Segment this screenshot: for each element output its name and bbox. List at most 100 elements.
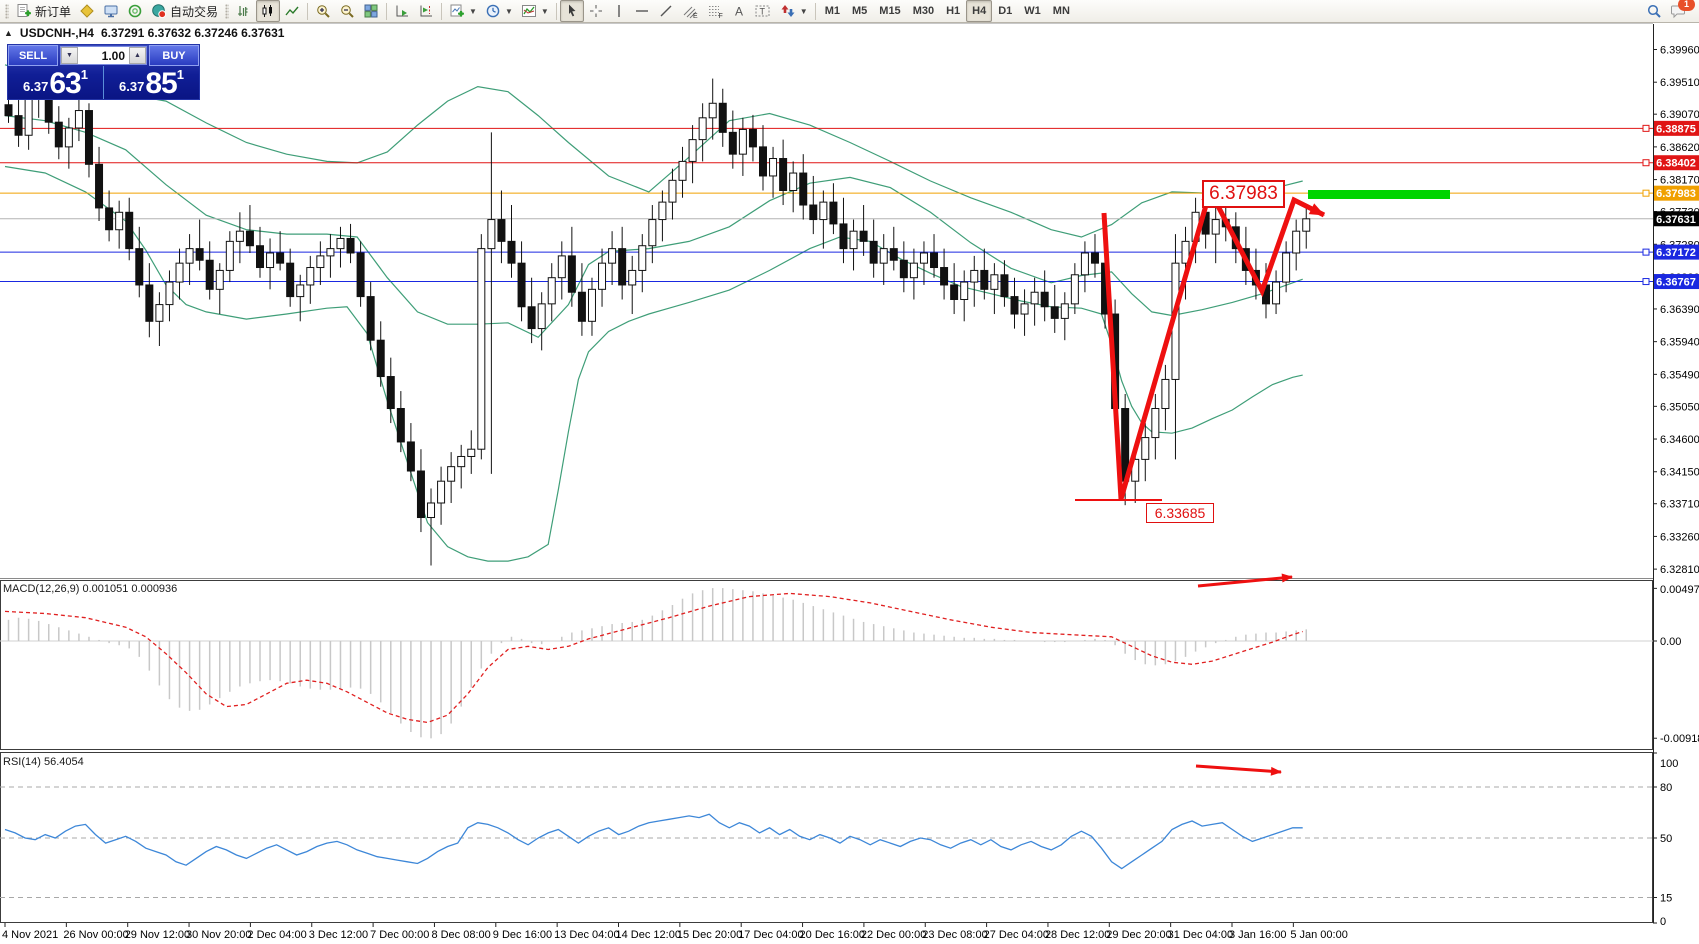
annotation-arrow[interactable] <box>1197 575 1293 588</box>
level-handle-marker <box>1642 124 1650 132</box>
price-tick-label: 6.39960 <box>1660 45 1699 57</box>
new-order-icon <box>16 3 32 19</box>
zoom-in-icon <box>315 3 331 19</box>
autotrading-button[interactable]: 自动交易 <box>147 0 222 22</box>
time-tick-label: 28 Dec 12:00 <box>1045 929 1110 941</box>
toolbar-separator <box>555 2 557 20</box>
new-chart-icon <box>449 3 465 19</box>
timeframe-m30-button[interactable]: M30 <box>912 5 935 17</box>
terminal-icon <box>103 3 119 19</box>
rsi-axis-label: 80 <box>1660 782 1672 794</box>
macd-axis-label: -0.009188 <box>1660 733 1699 745</box>
volume-increase-button[interactable]: ▲ <box>129 47 146 64</box>
line-chart-mode-button[interactable] <box>280 0 304 22</box>
zoom-in-button[interactable] <box>311 0 335 22</box>
fibonacci-tool-button[interactable]: F <box>703 0 728 22</box>
text-label-icon: T <box>754 3 772 19</box>
search-button[interactable] <box>1642 0 1666 22</box>
strategy-navigator-button[interactable] <box>123 0 147 22</box>
toolbar-separator <box>307 2 309 20</box>
price-badge-label: 6.38875 <box>1656 123 1696 135</box>
annotation-polyline[interactable] <box>1215 196 1326 298</box>
time-tick-label: 29 Nov 12:00 <box>125 929 190 941</box>
auto-scroll-button[interactable] <box>390 0 414 22</box>
trendline-tool-button[interactable] <box>654 0 678 22</box>
timeframe-mn-button[interactable]: MN <box>1052 5 1070 17</box>
annotation-drawings[interactable] <box>1075 185 1328 776</box>
indicators-button[interactable]: ▼ <box>517 0 553 22</box>
timeframe-w1-button[interactable]: W1 <box>1024 5 1041 17</box>
cursor-tool-button[interactable] <box>559 0 584 22</box>
price-badge <box>1654 155 1699 171</box>
sell-button[interactable]: SELL <box>8 45 58 66</box>
timeframe-d1-button[interactable]: D1 <box>998 5 1013 17</box>
dropdown-caret: ▼ <box>540 6 549 16</box>
new-order-button[interactable]: 新订单 <box>12 0 75 22</box>
bar-chart-mode-button[interactable] <box>232 0 256 22</box>
oneclick-collapse-icon[interactable]: ▲ <box>4 28 13 38</box>
annotation-low-price-label[interactable]: 6.33685 <box>1146 503 1214 523</box>
buy-price-display[interactable]: 6.37 85 1 <box>104 66 199 99</box>
buy-button[interactable]: BUY <box>149 45 199 66</box>
profiles-button[interactable]: ▼ <box>481 0 517 22</box>
time-tick-label: 7 Dec 00:00 <box>370 929 429 941</box>
sell-price-display[interactable]: 6.37 63 1 <box>8 66 104 99</box>
annotation-arrow[interactable] <box>1195 764 1282 774</box>
new-chart-button[interactable]: ▼ <box>445 0 481 22</box>
price-tick-label: 6.35940 <box>1660 337 1699 349</box>
time-tick-label: 27 Dec 04:00 <box>984 929 1049 941</box>
svg-text:T: T <box>759 7 765 17</box>
horizontal-level-lines[interactable] <box>0 127 1653 283</box>
tile-windows-button[interactable] <box>359 0 383 22</box>
time-tick-label: 22 Dec 00:00 <box>861 929 926 941</box>
autotrading-label: 自动交易 <box>170 4 219 19</box>
chart-shift-button[interactable] <box>414 0 438 22</box>
metaeditor-icon <box>79 3 95 19</box>
text-label-tool-button[interactable]: T <box>750 0 776 22</box>
zoom-out-button[interactable] <box>335 0 359 22</box>
metaeditor-button[interactable] <box>75 0 99 22</box>
toolbar-separator <box>814 2 816 20</box>
price-tick-label: 6.35490 <box>1660 369 1699 381</box>
timeframe-m5-button[interactable]: M5 <box>852 5 868 17</box>
time-tick-label: 15 Dec 20:00 <box>677 929 742 941</box>
equidistant-channel-tool-button[interactable]: E <box>678 0 703 22</box>
candlestick-mode-button[interactable] <box>256 0 281 22</box>
macd-axis-label: 0.004974 <box>1660 584 1699 596</box>
volume-decrease-button[interactable]: ▼ <box>61 47 78 64</box>
arrows-tool-button[interactable]: ▼ <box>776 0 812 22</box>
toolbar-drag-handle[interactable] <box>225 3 230 19</box>
spiral-icon <box>127 3 143 19</box>
autotrading-icon <box>151 3 167 19</box>
horizontal-line-tool-button[interactable] <box>630 0 654 22</box>
text-tool-button[interactable]: A <box>728 0 750 22</box>
terminal-button[interactable] <box>99 0 123 22</box>
sell-price-big: 63 <box>49 67 81 100</box>
toolbar-drag-handle[interactable] <box>5 3 9 19</box>
rsi-axis-label: 0 <box>1660 916 1666 928</box>
dropdown-caret: ▼ <box>799 6 808 16</box>
chart-title: ▲ USDCNH-,H4 6.37291 6.37632 6.37246 6.3… <box>4 26 284 40</box>
price-axis[interactable]: 6.399606.395106.390706.386206.381706.377… <box>1642 24 1699 923</box>
new-order-label: 新订单 <box>35 4 72 19</box>
price-badge <box>1654 185 1699 201</box>
vertical-line-tool-button[interactable] <box>608 0 630 22</box>
crosshair-tool-button[interactable] <box>584 0 608 22</box>
rsi-axis-label: 50 <box>1660 833 1672 845</box>
resistance-zone-bar[interactable] <box>1308 190 1450 199</box>
timeframe-m1-button[interactable]: M1 <box>824 5 840 17</box>
price-badge <box>1654 120 1699 136</box>
bollinger-upper-line <box>4 64 1303 238</box>
macd-axis-label: 0.00 <box>1660 636 1681 648</box>
timeframe-h1-button[interactable]: H1 <box>946 5 961 17</box>
community-chat-button[interactable]: 1 <box>1666 0 1695 22</box>
level-handle-marker <box>1642 189 1650 197</box>
arrows-icon <box>780 3 796 19</box>
timeframe-h4-button[interactable]: H4 <box>966 0 993 22</box>
price-badge <box>1654 274 1699 290</box>
timeframe-m15-button[interactable]: M15 <box>879 5 901 17</box>
annotation-high-price-label[interactable]: 6.37983 <box>1202 180 1285 208</box>
volume-input[interactable] <box>78 47 129 64</box>
